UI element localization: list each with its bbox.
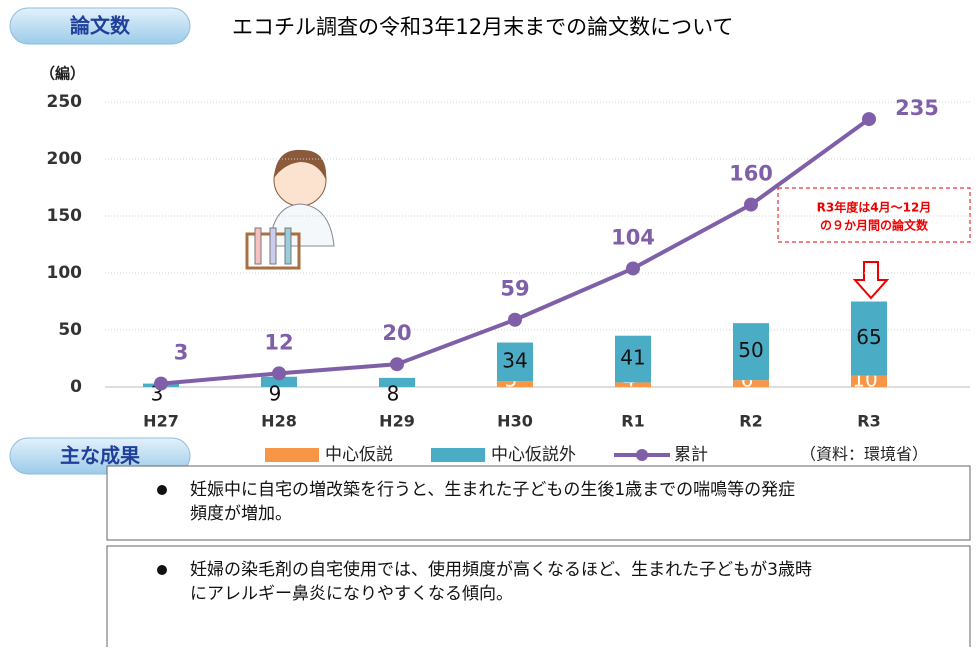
y-tick-label: 200 [47, 149, 83, 169]
point [390, 357, 404, 372]
illustration [245, 149, 335, 270]
bar-label: 34 [502, 348, 527, 372]
badge-text: 主な成果 [60, 444, 140, 468]
legend-swatch [265, 448, 319, 462]
result-box [106, 465, 971, 541]
point-label: 59 [500, 277, 529, 301]
point-label: 160 [729, 162, 773, 186]
source: （資料：環境省） [800, 445, 928, 464]
bar [733, 380, 769, 387]
point-label: 3 [174, 341, 189, 365]
annotation-box [777, 187, 971, 243]
bar [615, 382, 651, 387]
result-text: 妊娠中に自宅の増改築を行うと、生まれた子どもの生後1歳までの喘鳴等の発症 [190, 480, 795, 500]
bar [497, 381, 533, 387]
bar-label: 9 [269, 382, 282, 406]
y-tick-label: 0 [70, 377, 82, 397]
bar-label: 41 [620, 346, 645, 370]
result-text: 頻度が増加。 [190, 504, 292, 524]
y-axis-label: （編） [40, 65, 85, 83]
chart-title: エコチル調査の令和3年12月末までの論文数について [232, 15, 733, 39]
x-tick-label: R1 [621, 412, 644, 431]
point [154, 376, 168, 391]
badge [9, 437, 191, 475]
y-tick-label: 150 [47, 206, 83, 226]
bar [733, 323, 769, 381]
x-tick-label: H27 [143, 412, 179, 431]
bar [851, 375, 887, 387]
point [508, 312, 522, 327]
x-tick-label: H28 [261, 412, 297, 431]
y-tick-label: 100 [47, 263, 83, 283]
annotation: の９か月間の論文数 [820, 218, 929, 233]
bullet [157, 485, 167, 495]
bar [497, 342, 533, 382]
arrow [852, 261, 890, 300]
point-label: 235 [895, 96, 939, 120]
point [744, 197, 758, 212]
bullet [157, 565, 167, 575]
bar [261, 376, 297, 387]
point [626, 261, 640, 276]
bar [851, 301, 887, 376]
badge [9, 7, 191, 45]
bar-label: 65 [856, 325, 881, 349]
result-box [106, 545, 971, 651]
legend-label: 中心仮説外 [491, 445, 576, 465]
legend-swatch [431, 448, 485, 462]
point [862, 112, 876, 127]
x-tick-label: H30 [497, 412, 533, 431]
point [272, 366, 286, 381]
annotation: R3年度は4月～12月 [817, 200, 932, 215]
legend-label: 中心仮説 [325, 445, 393, 465]
bar [615, 335, 651, 383]
result-text: 妊婦の染毛剤の自宅使用では、使用頻度が高くなるほど、生まれた子どもが3歳時 [190, 559, 812, 580]
point-label: 20 [382, 321, 411, 345]
bar-label: 50 [738, 338, 763, 362]
result-text: にアレルギー鼻炎になりやすくなる傾向。 [190, 584, 513, 604]
x-tick-label: R3 [857, 412, 880, 431]
bar-label: 8 [387, 382, 400, 406]
bar [379, 377, 415, 387]
point-label: 104 [611, 225, 655, 249]
x-tick-label: H29 [379, 412, 415, 431]
legend-swatch [636, 449, 648, 461]
y-tick-label: 250 [47, 92, 83, 112]
badge-text: 論文数 [70, 14, 131, 38]
x-tick-label: R2 [739, 412, 762, 431]
y-tick-label: 50 [58, 320, 82, 340]
legend-label: 累計 [674, 445, 708, 465]
point-label: 12 [264, 330, 293, 354]
